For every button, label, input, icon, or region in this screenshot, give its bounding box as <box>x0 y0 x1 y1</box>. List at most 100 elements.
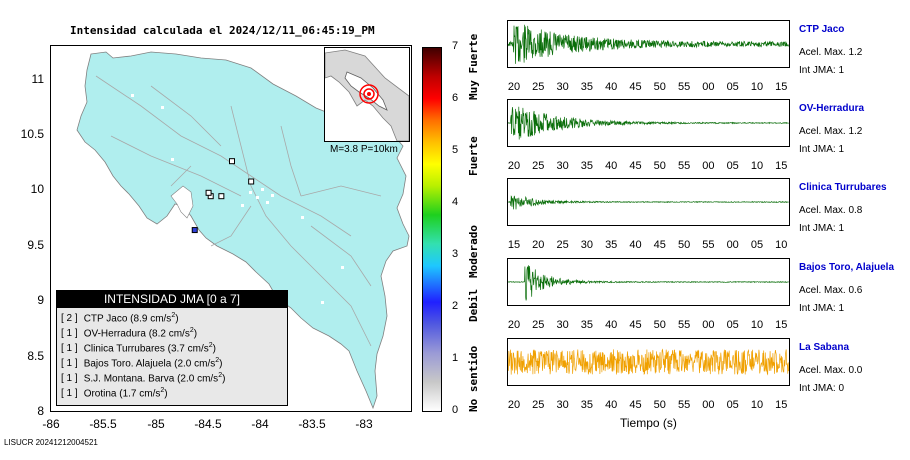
station-jma-intensity: Int JMA: 0 <box>799 383 845 394</box>
colorbar-tick-label: 7 <box>452 40 459 52</box>
legend-box <box>56 290 288 406</box>
time-tick-label: 50 <box>653 399 666 411</box>
legend-level: [ 1 ] <box>61 328 78 340</box>
time-tick-label: 10 <box>775 239 788 251</box>
time-tick-label: 30 <box>580 239 594 251</box>
time-tick-label: 00 <box>726 239 739 251</box>
waveform-line <box>508 348 789 376</box>
footer-id: LISUCR 20241212004521 <box>4 438 98 447</box>
legend-level: [ 1 ] <box>61 388 78 400</box>
time-tick-label: 20 <box>507 319 521 331</box>
legend-close-paren: ) <box>222 373 226 385</box>
legend-text: OV-Herradura (8.2 cm/s <box>83 328 190 340</box>
station-marker <box>229 158 235 165</box>
station-max-accel: Acel. Max. 1.2 <box>799 126 863 137</box>
time-tick-label: 00 <box>702 81 715 93</box>
time-tick-label: 05 <box>750 239 764 251</box>
colorbar-tick-label: 3 <box>452 248 459 260</box>
time-tick-label: 35 <box>580 160 594 172</box>
seismogram-panel <box>507 338 790 386</box>
x-tick-label: -85.5 <box>89 417 117 431</box>
y-tick-label: 10 <box>30 182 44 196</box>
time-tick-label: 35 <box>605 239 618 251</box>
time-tick-label: 40 <box>629 239 642 251</box>
seismogram-svg <box>508 24 789 64</box>
time-tick-label: 10 <box>750 319 764 331</box>
station-jma-intensity: Int JMA: 1 <box>799 65 845 76</box>
legend-level: [ 1 ] <box>61 343 78 355</box>
legend-level: [ 2 ] <box>61 313 78 325</box>
station-marker <box>218 193 225 200</box>
time-tick-label: 10 <box>750 160 764 172</box>
time-tick-label: 15 <box>775 160 788 172</box>
road-network <box>95 75 382 347</box>
legend-close-paren: ) <box>219 358 223 370</box>
time-tick-label: 50 <box>677 239 691 251</box>
time-tick-label: 10 <box>750 399 764 411</box>
x-tick-label: -83 <box>355 417 373 431</box>
station-max-accel: Acel. Max. 1.2 <box>799 47 863 58</box>
legend-text: CTP Jaco (8.9 cm/s <box>83 313 172 325</box>
time-tick-label: 50 <box>653 160 666 172</box>
inset-caption: M=3.8 P=10km <box>330 144 398 155</box>
time-tick-label: 30 <box>556 81 569 93</box>
legend-entry: [ 1 ] Bajos Toro. Alajuela (2.0 cm/s2) <box>61 357 223 369</box>
waveform-line <box>508 195 789 210</box>
seismogram-panel <box>507 258 790 306</box>
legend-text: Bajos Toro. Alajuela (2.0 cm/s <box>83 358 216 370</box>
station-max-accel: Acel. Max. 0.8 <box>799 205 863 216</box>
time-tick-label: 50 <box>653 81 666 93</box>
legend-title: INTENSIDAD JMA [0 a 7] <box>57 291 287 308</box>
time-tick-label: 45 <box>629 160 642 172</box>
legend-unit-exponent: 2 <box>171 312 176 319</box>
y-tick-label: 11 <box>31 72 44 86</box>
colorbar-tick-label: 4 <box>452 196 459 208</box>
intensity-colorbar <box>422 47 442 412</box>
time-axis-label: Tiempo (s) <box>620 416 677 430</box>
station-marker <box>191 227 198 234</box>
y-tick-label: 9.5 <box>27 238 44 252</box>
time-tick-label: 05 <box>726 319 739 331</box>
station-name: CTP Jaco <box>799 24 845 35</box>
legend-entry: [ 2 ] CTP Jaco (8.9 cm/s2) <box>61 312 179 324</box>
station-jma-intensity: Int JMA: 1 <box>799 223 845 234</box>
page-title: Intensidad calculada el 2024/12/11_06:45… <box>70 24 375 37</box>
time-tick-label: 20 <box>507 81 521 93</box>
time-tick-label: 35 <box>580 399 594 411</box>
x-tick-label: -86 <box>42 417 60 431</box>
time-tick-label: 20 <box>507 399 521 411</box>
time-tick-label: 45 <box>629 399 642 411</box>
time-tick-label: 25 <box>556 239 569 251</box>
time-tick-label: 20 <box>507 160 521 172</box>
station-max-accel: Acel. Max. 0.0 <box>799 365 863 376</box>
time-tick-label: 25 <box>532 81 545 93</box>
legend-unit-exponent: 2 <box>189 327 194 334</box>
time-tick-label: 35 <box>580 319 594 331</box>
legend-unit-exponent: 2 <box>208 342 213 349</box>
station-name: La Sabana <box>799 342 850 353</box>
city-markers <box>131 94 344 304</box>
colorbar-tick-label: 5 <box>452 144 459 156</box>
station-marker <box>248 178 255 185</box>
seismogram-svg <box>508 265 789 301</box>
time-tick-label: 50 <box>653 319 666 331</box>
colorbar-tick-label: 1 <box>452 352 459 364</box>
time-tick-label: 40 <box>605 81 618 93</box>
colorbar-category-label: Muy Fuerte <box>467 33 480 100</box>
x-tick-label: -84 <box>251 417 269 431</box>
x-tick-label: -85 <box>147 417 165 431</box>
y-tick-label: 8 <box>37 404 44 418</box>
station-marker <box>205 189 212 196</box>
time-tick-label: 45 <box>629 81 642 93</box>
station-max-accel: Acel. Max. 0.6 <box>799 285 863 296</box>
time-tick-label: 55 <box>677 160 691 172</box>
seismogram-svg <box>508 106 789 140</box>
time-tick-label: 05 <box>726 160 739 172</box>
time-tick-label: 55 <box>677 399 691 411</box>
time-tick-label: 00 <box>702 319 715 331</box>
time-tick-label: 45 <box>653 239 666 251</box>
time-tick-label: 15 <box>775 399 788 411</box>
locator-inset-map <box>324 47 410 142</box>
legend-unit-exponent: 2 <box>218 372 223 379</box>
legend-unit-exponent: 2 <box>160 387 165 394</box>
